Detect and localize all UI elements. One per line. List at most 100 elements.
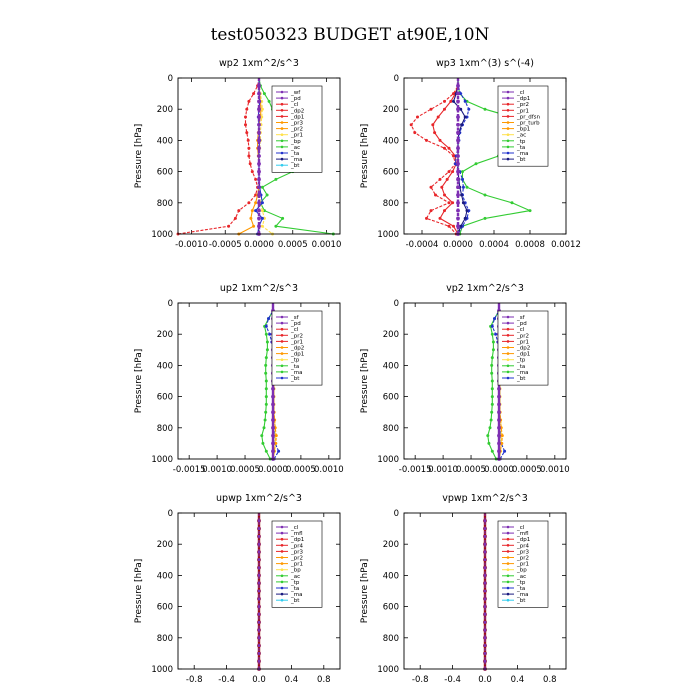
legend-entry: _ma (516, 151, 528, 157)
data-point (244, 115, 247, 119)
series-ma (257, 513, 261, 671)
legend-entry: _pr2 (290, 333, 303, 339)
legend-marker (280, 525, 284, 529)
x-tick-label: 0.0005 (278, 240, 308, 250)
plot-frame (177, 302, 341, 460)
legend-entry: _ma (290, 370, 302, 376)
data-point (456, 224, 460, 229)
data-point (264, 371, 268, 375)
legend-entry: _tp (516, 580, 526, 586)
chart-panel: up2 1xm^2/s^3 Pressure [hPa] 0 200 400 600 800… (134, 283, 344, 475)
legend-entry: _ac (290, 145, 300, 151)
x-tick-label: -0.4 (444, 675, 461, 685)
legend: _cl_mfl_dp1_pr4_pr3_pr2_pr1_bp_ac_tp_ta_… (271, 520, 323, 608)
data-point (483, 107, 487, 111)
data-point (260, 185, 264, 189)
data-point (257, 651, 261, 655)
legend-marker (506, 358, 510, 362)
data-point (260, 201, 264, 205)
y-axis-label: Pressure [hPa] (134, 559, 144, 624)
y-tick-label: 800 (157, 424, 173, 434)
data-point (257, 185, 261, 190)
data-point (456, 122, 460, 127)
x-tick-label: -0.8 (186, 675, 203, 685)
data-point (250, 209, 254, 213)
data-point (264, 363, 268, 367)
data-point (257, 636, 261, 640)
y-tick-label: 0 (394, 509, 399, 519)
data-point (483, 573, 487, 577)
legend-entry: _dp1 (516, 96, 530, 102)
y-tick-label: 200 (157, 540, 173, 550)
y-tick-label: 200 (157, 105, 173, 115)
y-tick-label: 800 (383, 424, 399, 434)
data-point (456, 161, 460, 166)
data-point (257, 216, 261, 221)
data-point (257, 91, 261, 96)
data-point (456, 169, 460, 174)
legend-entry: _dp1 (290, 537, 304, 543)
data-point (490, 363, 494, 367)
data-point (456, 99, 460, 104)
data-point (271, 433, 275, 438)
data-point (436, 115, 440, 119)
data-point (271, 449, 275, 454)
data-point (459, 224, 463, 228)
legend-entry: _dp1 (516, 537, 530, 543)
data-point (483, 628, 487, 632)
data-point (443, 107, 446, 111)
data-point (271, 418, 275, 422)
x-tick-label: 0.0000 (258, 465, 288, 475)
legend-entry: _pr2 (516, 102, 529, 108)
data-point (483, 644, 487, 648)
legend-entry: _dp2 (516, 346, 530, 352)
data-point (271, 441, 275, 446)
data-point (257, 612, 261, 616)
data-point (257, 122, 261, 127)
legend-marker (506, 592, 510, 596)
legend-entry: _tp (290, 358, 300, 364)
data-point (490, 449, 494, 453)
y-tick-label: 1000 (377, 665, 399, 675)
data-point (456, 185, 460, 190)
legend-marker (506, 151, 510, 155)
data-point (463, 115, 467, 119)
data-point (257, 620, 261, 624)
data-point (445, 177, 449, 181)
x-tick-label: 0.4 (285, 675, 299, 685)
legend-entry: _dp1 (516, 352, 530, 358)
y-axis-label: Pressure [hPa] (360, 349, 370, 414)
y-tick-label: 0 (394, 74, 399, 84)
data-point (483, 558, 487, 562)
legend-entry: _mfl (516, 531, 529, 537)
data-point (264, 332, 268, 336)
y-tick-label: 200 (383, 105, 399, 115)
series-line (177, 77, 260, 235)
data-point (456, 200, 460, 205)
legend-entry: _sf (290, 315, 300, 321)
data-point (490, 356, 494, 360)
legend-entry: _bp1 (516, 127, 530, 133)
data-point (245, 131, 249, 135)
data-point (493, 317, 496, 321)
data-point (456, 107, 460, 112)
data-point (434, 193, 437, 197)
data-point (262, 92, 266, 96)
legend-entry: _pd (290, 96, 301, 102)
data-point (264, 379, 268, 383)
legend-marker (506, 321, 510, 325)
data-point (271, 402, 275, 407)
data-point (456, 154, 460, 158)
data-point (467, 107, 471, 111)
data-point (483, 534, 487, 538)
data-point (257, 542, 261, 546)
legend-marker (506, 580, 510, 584)
plot-frame (403, 512, 567, 670)
data-point (425, 216, 428, 220)
legend-marker (280, 352, 284, 355)
data-point (456, 208, 460, 213)
y-axis-label: Pressure [hPa] (360, 559, 370, 624)
data-point (260, 434, 264, 438)
data-point (257, 130, 261, 135)
data-point (497, 386, 501, 391)
